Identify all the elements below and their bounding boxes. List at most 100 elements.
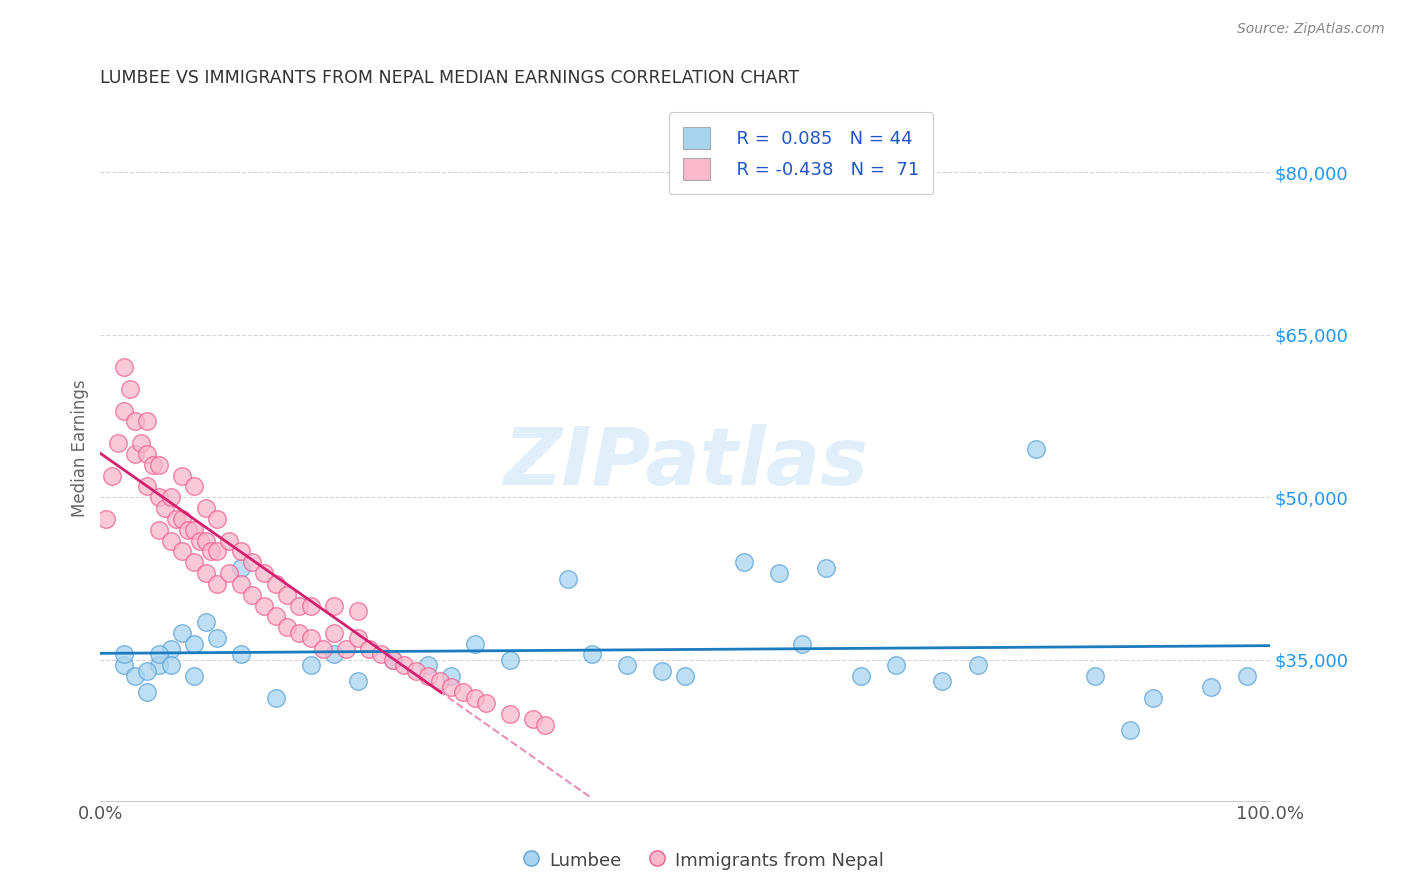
Point: [849, 669, 872, 683]
Point: [394, 658, 416, 673]
Point: [229, 577, 252, 591]
Point: [136, 664, 159, 678]
Point: [183, 555, 205, 569]
Point: [172, 625, 194, 640]
Point: [884, 658, 907, 673]
Point: [346, 604, 368, 618]
Point: [499, 706, 522, 721]
Point: [242, 555, 264, 569]
Point: [931, 674, 953, 689]
Point: [207, 544, 229, 558]
Point: [153, 501, 176, 516]
Point: [464, 690, 486, 705]
Point: [416, 669, 439, 683]
Point: [194, 501, 217, 516]
Point: [207, 512, 229, 526]
Point: [346, 674, 368, 689]
Point: [768, 566, 790, 580]
Legend:   R =  0.085   N = 44,   R = -0.438   N =  71: R = 0.085 N = 44, R = -0.438 N = 71: [669, 112, 934, 194]
Point: [172, 468, 194, 483]
Point: [323, 625, 346, 640]
Point: [124, 414, 146, 428]
Point: [673, 669, 696, 683]
Point: [159, 490, 181, 504]
Point: [323, 599, 346, 613]
Point: [264, 577, 287, 591]
Point: [148, 490, 170, 504]
Point: [1118, 723, 1140, 738]
Point: [790, 636, 813, 650]
Point: [200, 544, 222, 558]
Point: [451, 685, 474, 699]
Point: [183, 669, 205, 683]
Point: [346, 631, 368, 645]
Point: [136, 685, 159, 699]
Point: [207, 577, 229, 591]
Point: [183, 636, 205, 650]
Point: [194, 615, 217, 629]
Point: [136, 447, 159, 461]
Point: [264, 609, 287, 624]
Point: [276, 588, 298, 602]
Text: ZIPatlas: ZIPatlas: [503, 424, 868, 501]
Point: [107, 436, 129, 450]
Point: [288, 625, 311, 640]
Point: [148, 523, 170, 537]
Point: [194, 566, 217, 580]
Point: [323, 648, 346, 662]
Point: [183, 523, 205, 537]
Point: [581, 648, 603, 662]
Point: [464, 636, 486, 650]
Point: [1083, 669, 1105, 683]
Point: [136, 414, 159, 428]
Point: [112, 403, 135, 417]
Point: [148, 648, 170, 662]
Point: [194, 533, 217, 548]
Point: [96, 512, 118, 526]
Point: [499, 653, 522, 667]
Point: [299, 631, 322, 645]
Point: [124, 669, 146, 683]
Point: [475, 696, 498, 710]
Point: [370, 648, 392, 662]
Point: [218, 566, 240, 580]
Point: [188, 533, 211, 548]
Point: [124, 447, 146, 461]
Text: LUMBEE VS IMMIGRANTS FROM NEPAL MEDIAN EARNINGS CORRELATION CHART: LUMBEE VS IMMIGRANTS FROM NEPAL MEDIAN E…: [100, 69, 800, 87]
Point: [101, 468, 124, 483]
Point: [177, 523, 200, 537]
Point: [218, 533, 240, 548]
Point: [429, 674, 451, 689]
Point: [136, 479, 159, 493]
Point: [253, 566, 276, 580]
Point: [1025, 442, 1047, 456]
Point: [229, 544, 252, 558]
Point: [335, 642, 357, 657]
Point: [207, 631, 229, 645]
Point: [183, 479, 205, 493]
Point: [966, 658, 988, 673]
Point: [359, 642, 381, 657]
Point: [440, 680, 463, 694]
Point: [616, 658, 638, 673]
Point: [112, 648, 135, 662]
Point: [253, 599, 276, 613]
Point: [264, 690, 287, 705]
Point: [142, 458, 165, 472]
Point: [165, 512, 187, 526]
Point: [148, 658, 170, 673]
Point: [299, 599, 322, 613]
Point: [814, 560, 837, 574]
Point: [299, 658, 322, 673]
Point: [416, 658, 439, 673]
Point: [148, 458, 170, 472]
Point: [311, 642, 333, 657]
Point: [651, 664, 673, 678]
Point: [159, 533, 181, 548]
Point: [1236, 669, 1258, 683]
Point: [1142, 690, 1164, 705]
Point: [242, 588, 264, 602]
Point: [288, 599, 311, 613]
Point: [440, 669, 463, 683]
Point: [112, 658, 135, 673]
